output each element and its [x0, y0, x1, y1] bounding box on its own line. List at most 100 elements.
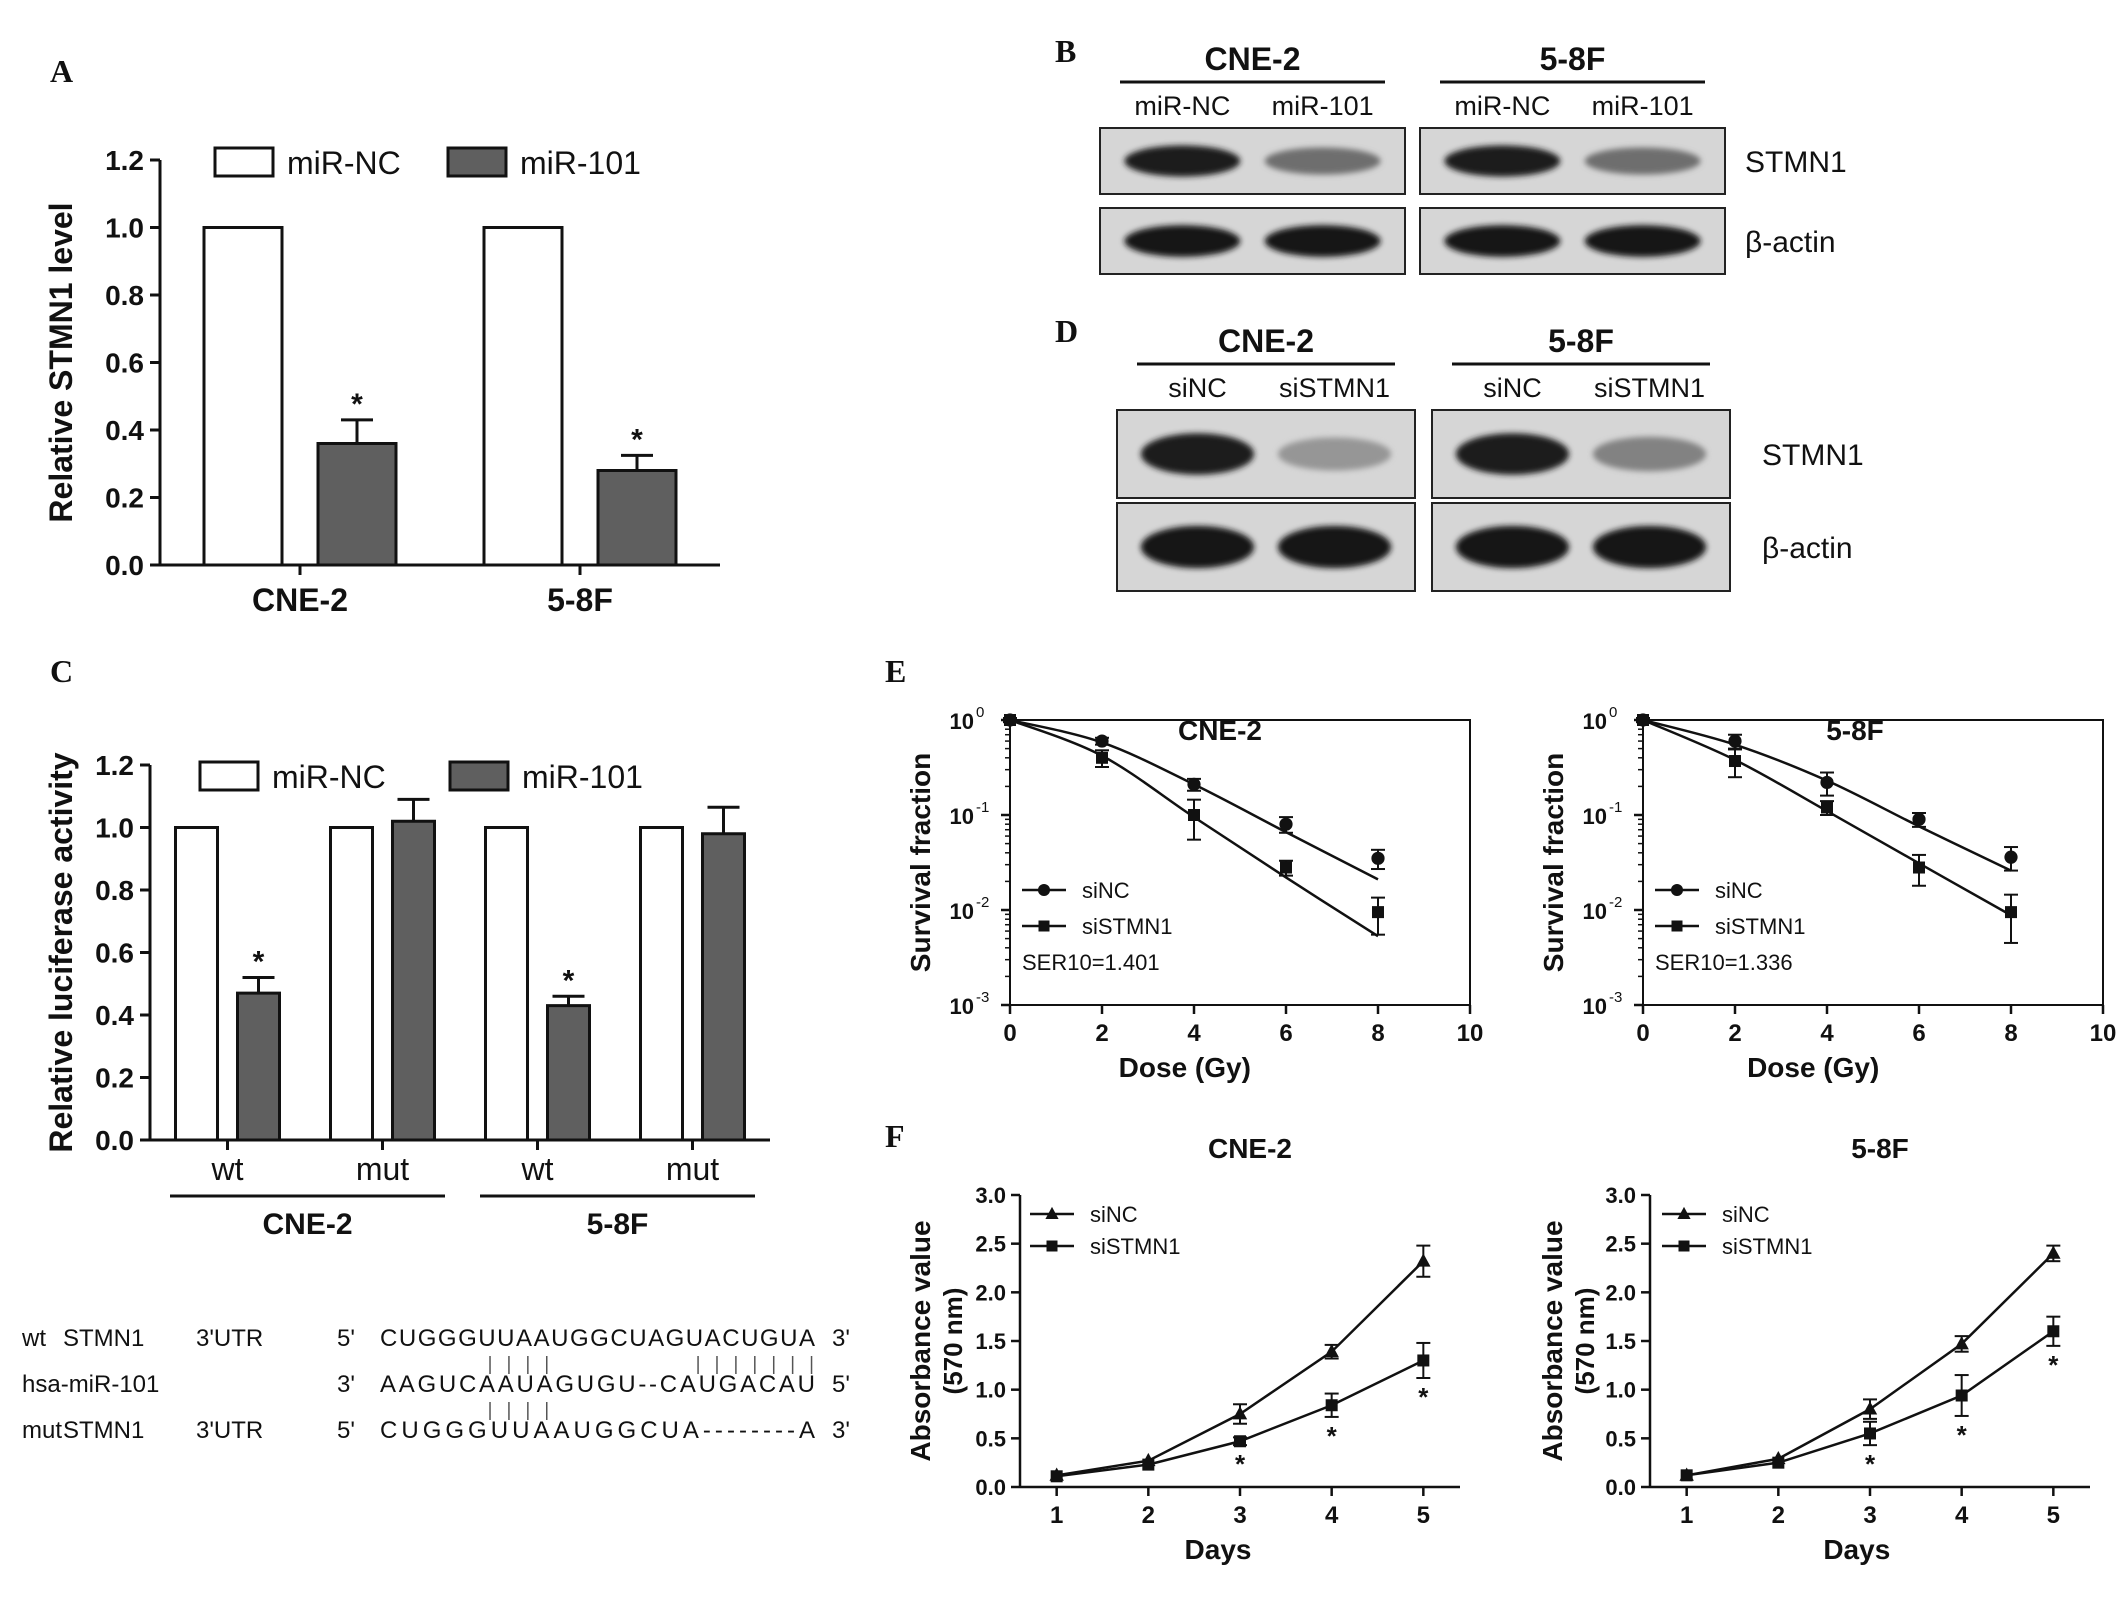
- legend-label: siSTMN1: [1715, 914, 1805, 939]
- x-tick-label: 6: [1912, 1020, 1925, 1047]
- legend-swatch-miR-NC: [198, 760, 260, 792]
- blot-band: [1140, 433, 1255, 475]
- data-point-square: [1955, 1389, 1968, 1402]
- x-tick-label: 2: [1772, 1502, 1785, 1529]
- legend-label: siNC: [1082, 878, 1130, 903]
- data-point-circle: [1037, 883, 1051, 897]
- bar-miR-NC: [174, 826, 219, 1142]
- blot-band: [1592, 525, 1707, 569]
- legend-label: siNC: [1715, 878, 1763, 903]
- y-tick-exponent: -1: [1609, 799, 1622, 816]
- data-point-circle: [1820, 775, 1834, 790]
- x-tick-label: 0: [1636, 1020, 1649, 1047]
- group-label: 5-8F: [587, 1208, 649, 1241]
- blot-lane-label: siNC: [1483, 373, 1542, 403]
- chart-f-58f-absorbance: 1 2 3 4 5 0.0 0.5 1.0 1.5 2.0 2.5 3.0 Days Absorbance…: [1537, 1133, 2090, 1565]
- bar-miR-NC: [329, 826, 374, 1142]
- blot-lane-label: siSTMN1: [1279, 373, 1390, 403]
- data-point-square: [1864, 1427, 1876, 1440]
- bar-miR-101: [236, 991, 281, 1142]
- data-point-square: [1050, 1470, 1063, 1483]
- y-tick-label: 0.5: [1605, 1426, 1636, 1451]
- data-point-square: [1913, 861, 1925, 874]
- data-point-circle: [2004, 850, 2018, 864]
- legend-label: siNC: [1090, 1202, 1138, 1227]
- blot-band: [1124, 225, 1241, 257]
- y-tick-exponent: -2: [1609, 894, 1622, 911]
- legend-label: miR-101: [520, 145, 641, 181]
- x-tick-label: 0: [1003, 1020, 1016, 1047]
- y-axis-label-unit: (570 nm): [1570, 1288, 1600, 1395]
- blot-band: [1264, 225, 1381, 257]
- seq-label: mut: [22, 1417, 62, 1444]
- blot-band: [1584, 225, 1701, 257]
- y-tick-exponent: 0: [1609, 704, 1617, 721]
- legend-label: siSTMN1: [1090, 1234, 1180, 1259]
- y-tick-label: 1.5: [975, 1329, 1006, 1354]
- seq-prime: 3': [337, 1371, 355, 1398]
- blot-band: [1592, 436, 1707, 472]
- y-tick-label: 0.0: [1605, 1475, 1636, 1500]
- y-axis-label: Absorbance value: [1537, 1220, 1568, 1461]
- bar-miR-101: [596, 469, 678, 567]
- blot-row-label: STMN1: [1762, 439, 1864, 472]
- y-tick-label: 1.2: [105, 145, 144, 176]
- blot-band: [1140, 525, 1255, 569]
- y-axis-label: Relative STMN1 level: [43, 202, 79, 522]
- data-point-square: [1096, 751, 1108, 764]
- blot-band: [1444, 145, 1561, 177]
- y-tick-label: 0.0: [105, 550, 144, 581]
- blot-band: [1444, 225, 1561, 257]
- seq-prime: 3': [832, 1325, 850, 1352]
- annotation-ser10: SER10=1.401: [1022, 950, 1160, 975]
- y-tick-label: 2.5: [975, 1232, 1006, 1257]
- x-category-label: CNE-2: [252, 582, 348, 618]
- x-tick-label: 10: [1457, 1020, 1484, 1047]
- blot-group-label: CNE-2: [1204, 41, 1300, 77]
- significance-star: *: [1957, 1420, 1968, 1450]
- x-axis-label: Dose (Gy): [1747, 1052, 1879, 1083]
- y-tick-base: 10: [950, 994, 974, 1019]
- data-point-square: [1004, 714, 1016, 726]
- seq-label: hsa-miR-101: [22, 1371, 159, 1398]
- blot-lane-label: siNC: [1168, 373, 1227, 403]
- x-category-label: mut: [356, 1151, 409, 1187]
- bar-miR-NC: [484, 826, 529, 1142]
- western-blot-b: CNE-2 miR-NC miR-101 5-8F miR-NC miR-101 STMN1…: [1099, 41, 1847, 275]
- data-point-square: [1821, 801, 1833, 814]
- data-point-circle: [1095, 734, 1109, 748]
- data-point-square: [1372, 906, 1384, 919]
- blot-band: [1124, 145, 1241, 177]
- data-point-square: [2005, 906, 2017, 919]
- blot-band: [1277, 525, 1392, 569]
- y-axis-label-unit: (570 nm): [938, 1288, 968, 1395]
- bar-miR-NC: [639, 826, 684, 1142]
- data-point-square: [1142, 1458, 1155, 1471]
- blot-band: [1264, 147, 1381, 175]
- data-point-circle: [1371, 851, 1385, 865]
- data-point-circle: [1670, 883, 1684, 897]
- annotation-ser10: SER10=1.336: [1655, 950, 1793, 975]
- data-point-triangle: [1045, 1206, 1059, 1219]
- data-point-triangle: [1954, 1336, 1969, 1350]
- data-point-square: [1680, 1469, 1693, 1482]
- x-tick-label: 4: [1325, 1502, 1339, 1529]
- x-tick-label: 4: [1820, 1020, 1834, 1047]
- panel-letter-d: D: [1055, 313, 1078, 349]
- seq-prime: 3': [832, 1417, 850, 1444]
- x-tick-label: 2: [1728, 1020, 1741, 1047]
- panel-letter-a: A: [50, 53, 73, 89]
- x-category-label: wt: [211, 1151, 244, 1187]
- significance-star: *: [1235, 1449, 1246, 1479]
- y-tick-label: 2.0: [975, 1280, 1006, 1305]
- data-point-square: [1637, 714, 1649, 726]
- y-tick-exponent: 0: [976, 704, 984, 721]
- data-point-square: [1325, 1399, 1338, 1412]
- bar-miR-101: [701, 832, 746, 1142]
- y-tick-label: 3.0: [975, 1183, 1006, 1208]
- blot-band: [1455, 525, 1570, 569]
- y-axis-label: Survival fraction: [905, 753, 936, 972]
- panel-letter-b: B: [1055, 33, 1076, 69]
- blot-group-label: 5-8F: [1548, 323, 1614, 359]
